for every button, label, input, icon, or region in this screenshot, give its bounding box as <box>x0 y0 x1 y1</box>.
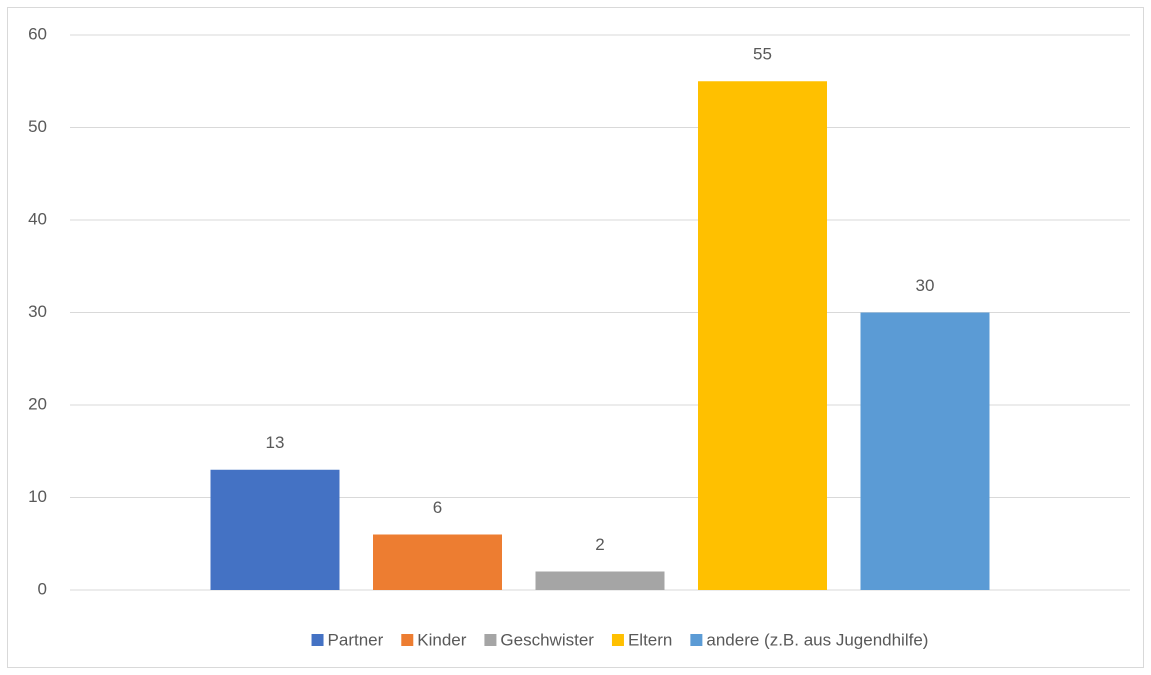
data-label: 2 <box>595 535 604 554</box>
legend-swatch <box>401 634 414 646</box>
bar <box>210 469 340 590</box>
legend-swatch <box>690 634 703 646</box>
y-tick-label: 30 <box>28 302 47 321</box>
bar <box>373 534 502 590</box>
y-tick-label: 10 <box>28 487 47 506</box>
y-tick-label: 0 <box>38 579 47 598</box>
y-tick-label: 20 <box>28 394 47 413</box>
data-label: 30 <box>916 276 935 295</box>
legend-swatch <box>311 634 324 646</box>
legend-swatch <box>611 634 624 646</box>
y-tick-label: 60 <box>28 24 47 43</box>
y-tick-label: 50 <box>28 117 47 136</box>
legend-label: Geschwister <box>500 630 594 649</box>
bar <box>860 312 990 590</box>
legend-label: Kinder <box>417 630 466 649</box>
bar <box>535 571 665 590</box>
bar <box>698 81 827 590</box>
legend-label: andere (z.B. aus Jugendhilfe) <box>706 630 928 649</box>
legend-label: Partner <box>328 630 384 649</box>
y-tick-label: 40 <box>28 209 47 228</box>
legend-swatch <box>484 634 497 646</box>
data-label: 13 <box>266 433 285 452</box>
data-label: 6 <box>433 498 442 517</box>
data-label: 55 <box>753 45 772 64</box>
legend-label: Eltern <box>628 630 672 649</box>
